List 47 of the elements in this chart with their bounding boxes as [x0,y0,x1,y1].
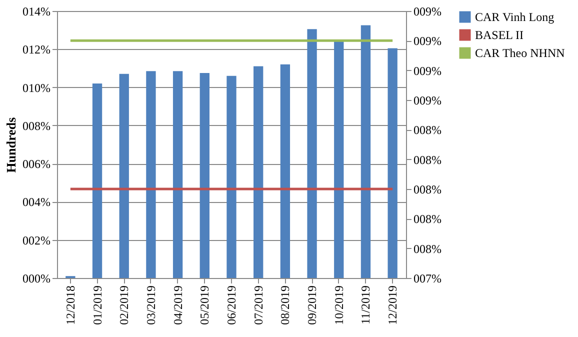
y2-tick-label: 008% [414,212,442,226]
x-tick-label: 06/2019 [224,286,238,325]
x-tick-label: 03/2019 [144,286,158,325]
y-axis-title: Hundreds [4,117,19,173]
bar [172,71,183,278]
bar [307,29,317,278]
x-tick-label: 07/2019 [251,286,266,325]
y2-tick-label: 009% [414,34,442,48]
x-tick-label: 08/2019 [278,286,292,325]
y2-tick-label: 007% [414,272,442,286]
y-tick-label: 004% [22,195,50,210]
x-tick-label: 04/2019 [170,286,185,325]
bar [226,76,236,278]
x-tick-label: 05/2019 [198,286,212,325]
x-tick-label: 12/2019 [386,286,400,325]
bar [254,66,264,278]
bar [334,42,344,278]
bar [360,25,371,278]
y-tick-label: 008% [22,118,50,133]
bar [92,83,102,278]
bar [280,64,290,278]
bar [200,72,210,278]
legend-label: CAR Vinh Long [475,10,554,24]
y-tick-label: 014% [22,4,50,18]
x-tick-label: 10/2019 [332,286,346,325]
y-tick-label: 000% [22,272,50,286]
x-tick-label: 09/2019 [305,286,320,325]
bar [146,71,156,278]
y2-tick-label: 008% [414,182,442,196]
legend-label: BASEL II [475,28,524,42]
x-tick-label: 01/2019 [90,286,104,325]
y2-tick-label: 008% [414,242,442,256]
y2-tick-label: 009% [414,64,442,78]
x-tick-label: 12/2018 [63,286,78,325]
y2-tick-label: 008% [414,152,442,167]
y2-tick-label: 008% [414,123,442,138]
x-tick-label: 11/2019 [358,286,373,324]
y2-tick-label: 009% [414,4,442,18]
legend-label: CAR Theo NHNN [475,46,566,60]
y-tick-label: 006% [22,157,50,172]
y-tick-label: 010% [22,80,50,95]
bar [119,74,129,278]
y-tick-label: 012% [22,42,50,57]
y-tick-label: 002% [22,233,50,248]
y2-tick-label: 009% [414,94,442,108]
bar [388,48,398,278]
x-tick-label: 02/2019 [117,286,132,325]
